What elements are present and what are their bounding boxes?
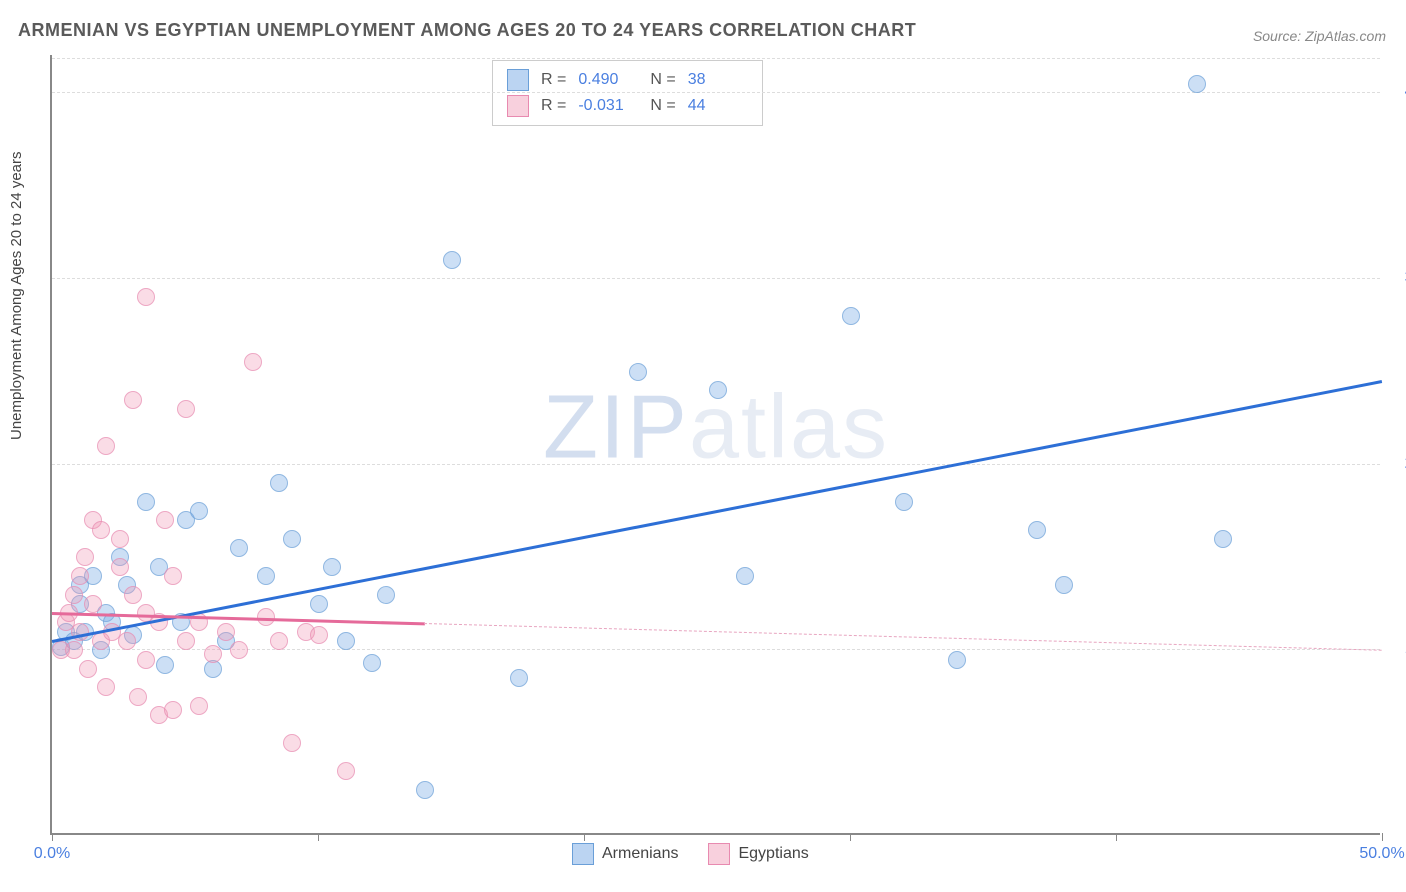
data-point bbox=[156, 511, 174, 529]
n-label: N = bbox=[650, 97, 675, 115]
data-point bbox=[217, 623, 235, 641]
data-point bbox=[177, 632, 195, 650]
x-tick bbox=[318, 833, 319, 841]
series-legend: Armenians Egyptians bbox=[572, 843, 809, 865]
data-point bbox=[948, 651, 966, 669]
data-point bbox=[84, 595, 102, 613]
data-point bbox=[97, 437, 115, 455]
trend-line bbox=[52, 380, 1382, 642]
data-point bbox=[177, 400, 195, 418]
r-label: R = bbox=[541, 71, 566, 89]
data-point bbox=[510, 669, 528, 687]
stats-row-armenians: R = 0.490 N = 38 bbox=[507, 67, 748, 93]
stats-row-egyptians: R = -0.031 N = 44 bbox=[507, 93, 748, 119]
data-point bbox=[1055, 576, 1073, 594]
swatch-pink-icon bbox=[507, 95, 529, 117]
data-point bbox=[190, 502, 208, 520]
x-tick-label: 50.0% bbox=[1359, 845, 1404, 863]
data-point bbox=[204, 645, 222, 663]
x-tick bbox=[1382, 833, 1383, 841]
legend-item-egyptians: Egyptians bbox=[708, 843, 808, 865]
data-point bbox=[270, 632, 288, 650]
data-point bbox=[377, 586, 395, 604]
x-tick-label: 0.0% bbox=[34, 845, 70, 863]
gridline bbox=[52, 464, 1380, 465]
data-point bbox=[629, 363, 647, 381]
scatter-plot-area: ZIPatlas R = 0.490 N = 38 R = -0.031 N =… bbox=[50, 55, 1380, 835]
data-point bbox=[270, 474, 288, 492]
y-tick-label: 10.0% bbox=[1390, 640, 1406, 658]
data-point bbox=[65, 586, 83, 604]
data-point bbox=[137, 493, 155, 511]
data-point bbox=[164, 701, 182, 719]
data-point bbox=[137, 288, 155, 306]
chart-title: ARMENIAN VS EGYPTIAN UNEMPLOYMENT AMONG … bbox=[18, 20, 916, 41]
data-point bbox=[111, 530, 129, 548]
data-point bbox=[111, 558, 129, 576]
x-tick bbox=[52, 833, 53, 841]
source-attribution: Source: ZipAtlas.com bbox=[1253, 28, 1386, 44]
data-point bbox=[323, 558, 341, 576]
data-point bbox=[337, 632, 355, 650]
data-point bbox=[842, 307, 860, 325]
data-point bbox=[190, 697, 208, 715]
data-point bbox=[283, 530, 301, 548]
legend-label: Armenians bbox=[602, 845, 678, 863]
swatch-blue-icon bbox=[572, 843, 594, 865]
swatch-pink-icon bbox=[708, 843, 730, 865]
data-point bbox=[1188, 75, 1206, 93]
y-tick-label: 40.0% bbox=[1390, 83, 1406, 101]
data-point bbox=[1214, 530, 1232, 548]
data-point bbox=[129, 688, 147, 706]
data-point bbox=[1028, 521, 1046, 539]
x-tick bbox=[850, 833, 851, 841]
legend-label: Egyptians bbox=[738, 845, 808, 863]
data-point bbox=[118, 632, 136, 650]
data-point bbox=[230, 539, 248, 557]
data-point bbox=[164, 567, 182, 585]
r-label: R = bbox=[541, 97, 566, 115]
x-tick bbox=[1116, 833, 1117, 841]
gridline bbox=[52, 649, 1380, 650]
gridline bbox=[52, 278, 1380, 279]
data-point bbox=[124, 586, 142, 604]
data-point bbox=[137, 651, 155, 669]
data-point bbox=[283, 734, 301, 752]
data-point bbox=[76, 548, 94, 566]
r-value-egyptians: -0.031 bbox=[578, 97, 638, 115]
data-point bbox=[895, 493, 913, 511]
data-point bbox=[310, 626, 328, 644]
y-tick-label: 20.0% bbox=[1390, 455, 1406, 473]
data-point bbox=[416, 781, 434, 799]
n-label: N = bbox=[650, 71, 675, 89]
data-point bbox=[124, 391, 142, 409]
swatch-blue-icon bbox=[507, 69, 529, 91]
data-point bbox=[244, 353, 262, 371]
data-point bbox=[92, 521, 110, 539]
data-point bbox=[230, 641, 248, 659]
data-point bbox=[736, 567, 754, 585]
data-point bbox=[257, 567, 275, 585]
x-tick bbox=[584, 833, 585, 841]
data-point bbox=[156, 656, 174, 674]
legend-item-armenians: Armenians bbox=[572, 843, 678, 865]
n-value-egyptians: 44 bbox=[688, 97, 748, 115]
data-point bbox=[65, 641, 83, 659]
y-axis-label: Unemployment Among Ages 20 to 24 years bbox=[8, 151, 25, 440]
data-point bbox=[71, 567, 89, 585]
gridline bbox=[52, 92, 1380, 93]
r-value-armenians: 0.490 bbox=[578, 71, 638, 89]
data-point bbox=[709, 381, 727, 399]
data-point bbox=[443, 251, 461, 269]
y-tick-label: 30.0% bbox=[1390, 269, 1406, 287]
data-point bbox=[337, 762, 355, 780]
data-point bbox=[97, 678, 115, 696]
data-point bbox=[310, 595, 328, 613]
n-value-armenians: 38 bbox=[688, 71, 748, 89]
trend-line bbox=[424, 623, 1382, 651]
data-point bbox=[363, 654, 381, 672]
gridline bbox=[52, 58, 1380, 59]
data-point bbox=[79, 660, 97, 678]
